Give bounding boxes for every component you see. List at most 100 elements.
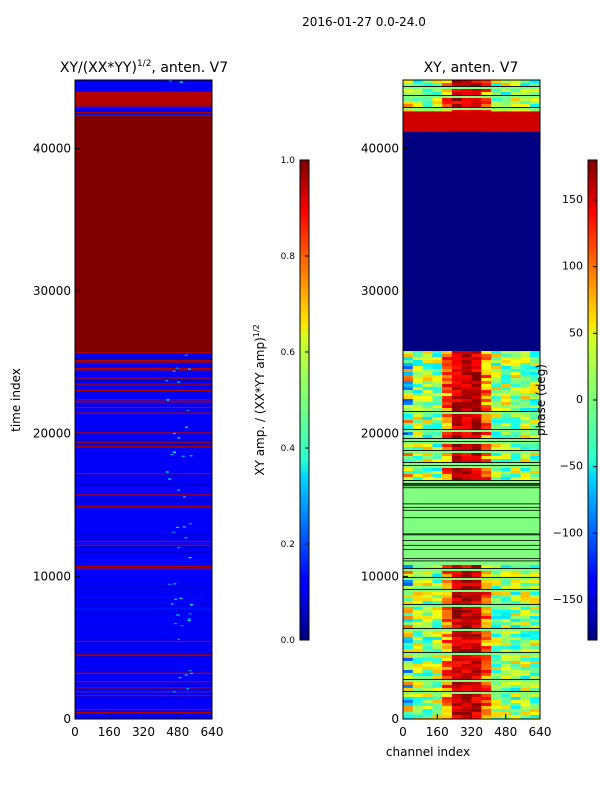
phase-heat-cell — [491, 570, 502, 574]
phase-heat-cell — [471, 591, 482, 595]
phase-heat-cell — [422, 711, 433, 715]
phase-heat-cell — [471, 621, 482, 625]
phase-heat-cell — [442, 92, 453, 95]
phase-heat-cell — [403, 645, 414, 649]
phase-heat-cell — [491, 699, 502, 703]
phase-heat-cell — [461, 630, 472, 634]
phase-heat-cell — [481, 633, 492, 637]
phase-heat-cell — [451, 447, 463, 451]
phase-heat-cell — [422, 666, 433, 670]
phase-heat-cell — [442, 654, 453, 658]
amplitude-y-axis-label: time index — [9, 368, 23, 432]
phase-heat-cell — [471, 432, 482, 436]
phase-heat-cell — [422, 594, 433, 598]
phase-heat-cell — [461, 101, 472, 104]
phase-heat-cell — [442, 393, 453, 397]
phase-heat-cell — [481, 714, 492, 718]
phase-heat-cell — [432, 363, 443, 367]
phase-heat-cell — [412, 372, 423, 376]
phase-heat-cell — [403, 444, 414, 448]
phase-heat-cell — [481, 402, 492, 406]
phase-heat-cell — [432, 357, 443, 361]
phase-heat-line — [403, 540, 540, 541]
amplitude-panel: XY/(XX*YY)1/2, anten. V7 0 160 320 480 640 0… — [9, 59, 228, 739]
phase-heat-cell — [432, 378, 443, 382]
amplitude-heat-speckle — [182, 526, 186, 528]
phase-heat-cell — [500, 384, 511, 388]
phase-heat-cell — [510, 369, 521, 373]
phase-heat-cell — [491, 696, 502, 700]
phase-heat-cell — [520, 354, 531, 358]
amplitude-heat-speckle — [187, 619, 191, 621]
phase-heat-cell — [530, 696, 541, 700]
phase-heat-cell — [451, 435, 463, 439]
amplitude-heat-row — [75, 412, 212, 414]
phase-heat-cell — [491, 591, 502, 595]
phase-heat-cell — [500, 357, 511, 361]
phase-heat-cell — [481, 660, 492, 664]
amplitude-colorbar-label: XY amp. / (XX*YY amp)1/2 — [252, 324, 267, 475]
phase-heat-cell — [500, 645, 511, 649]
phase-heat-cell — [403, 351, 414, 355]
phase-heat-cell — [530, 657, 541, 661]
phase-heat-cell — [481, 474, 492, 478]
phase-heat-cell — [432, 369, 443, 373]
amplitude-heat-speckle — [179, 81, 183, 83]
amplitude-heat-speckle — [173, 451, 177, 454]
phase-heat-cell — [412, 666, 423, 670]
phase-heat-cell — [451, 675, 463, 679]
phase-heat-cell — [520, 474, 531, 478]
amplitude-heat-row — [75, 500, 212, 502]
phase-heat-cell — [530, 615, 541, 619]
phase-heat-cell — [530, 89, 541, 92]
phase-heat-cell — [500, 396, 511, 400]
phase-heat-cell — [500, 444, 511, 448]
phase-heatmap — [403, 80, 541, 719]
phase-heat-cell — [510, 615, 521, 619]
phase-heat-cell — [422, 378, 433, 382]
phase-heat-cell — [530, 92, 541, 95]
phase-heat-cell — [471, 684, 482, 688]
phase-heat-line — [403, 107, 540, 108]
phase-heat-cell — [520, 378, 531, 382]
amplitude-heat-row — [75, 543, 212, 545]
phase-heat-cell — [432, 390, 443, 394]
phase-heat-cell — [520, 447, 531, 451]
phase-heat-cell — [451, 414, 463, 418]
phase-heat-cell — [451, 420, 463, 424]
amplitude-heat-row — [75, 637, 212, 639]
amplitude-colorbar-tick-label: 1.0 — [281, 156, 296, 166]
phase-heat-cell — [432, 615, 443, 619]
phase-heat-cell — [510, 420, 521, 424]
phase-heat-cell — [471, 657, 482, 661]
phase-heat-cell — [403, 594, 414, 598]
phase-heat-cell — [442, 351, 453, 355]
phase-heat-cell — [403, 92, 414, 95]
phase-heat-cell — [432, 648, 443, 652]
phase-heat-cell — [461, 444, 472, 448]
amplitude-heat-row — [75, 691, 212, 693]
phase-heat-cell — [510, 582, 521, 586]
amplitude-heat-row — [75, 361, 212, 363]
phase-heat-cell — [461, 89, 472, 92]
phase-heat-cell — [422, 672, 433, 676]
phase-heat-cell — [461, 98, 472, 101]
amplitude-heat-row — [75, 380, 212, 382]
phase-heat-cell — [403, 104, 414, 107]
phase-heat-cell — [412, 642, 423, 646]
phase-heat-cell — [530, 648, 541, 652]
phase-heat-cell — [520, 585, 531, 589]
phase-heat-cell — [412, 435, 423, 439]
phase-heat-line — [403, 465, 540, 466]
phase-heat-cell — [510, 606, 521, 610]
phase-heat-cell — [432, 405, 443, 409]
phase-heat-cell — [403, 381, 414, 385]
amplitude-heat-row — [75, 711, 212, 714]
phase-heat-cell — [500, 711, 511, 715]
phase-heat-cell — [451, 354, 463, 358]
phase-heat-cell — [500, 579, 511, 583]
phase-heat-cell — [442, 663, 453, 667]
phase-heat-cell — [481, 675, 492, 679]
phase-heat-cell — [432, 396, 443, 400]
phase-heat-cell — [510, 564, 521, 568]
